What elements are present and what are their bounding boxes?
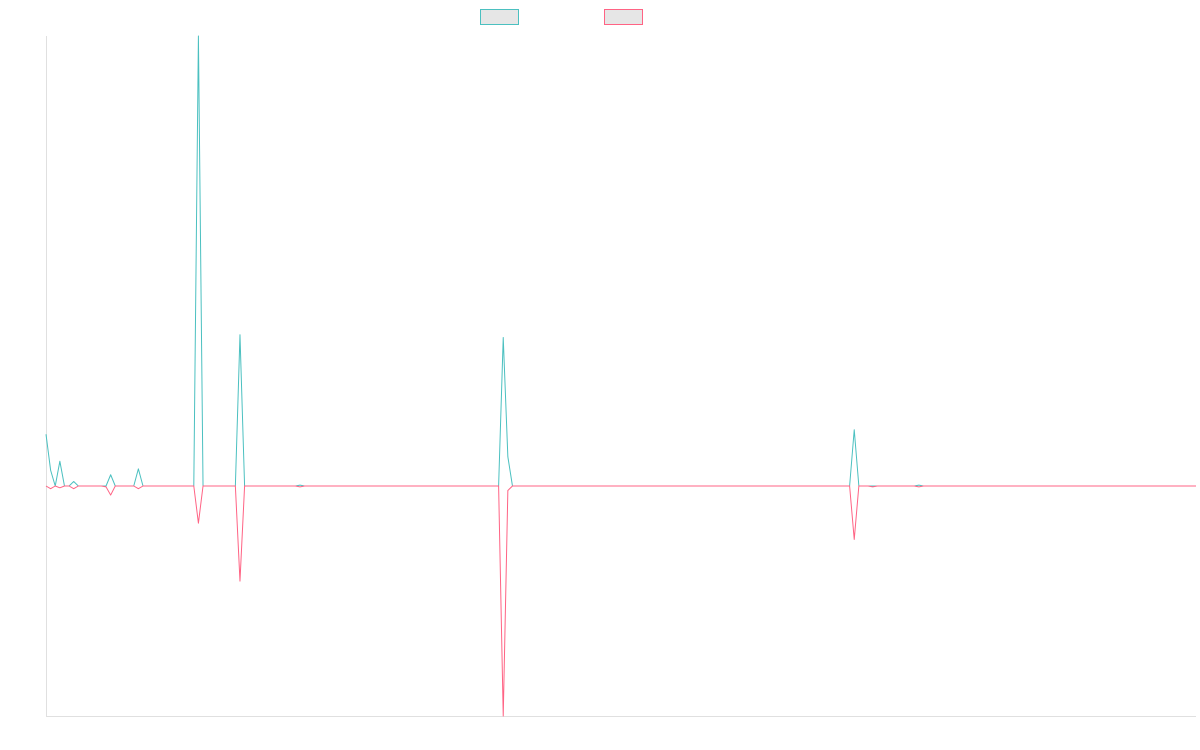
series-layer: [45, 35, 1196, 717]
legend-swatch-series-2[interactable]: [604, 9, 643, 25]
series-line-2: [45, 485, 1196, 717]
legend-swatch-series-1[interactable]: [480, 9, 519, 25]
series-line-1: [45, 35, 1196, 487]
